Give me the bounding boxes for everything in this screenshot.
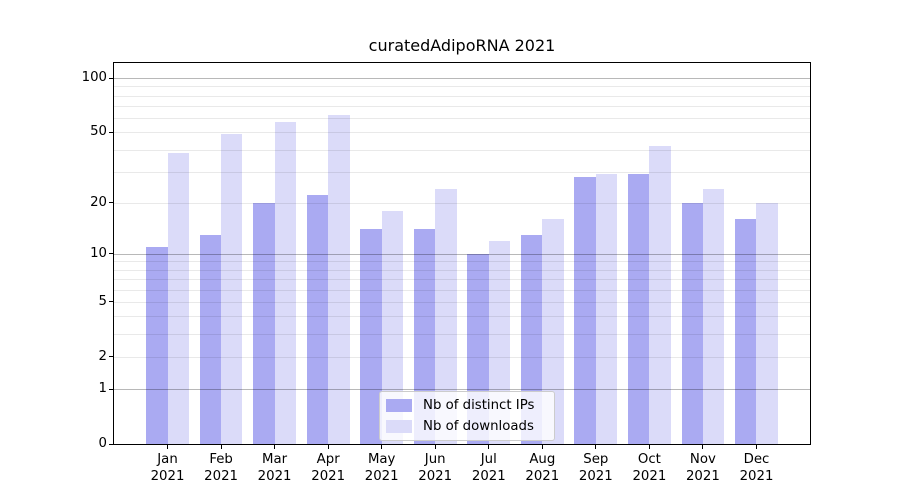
y-tick-mark	[109, 77, 113, 79]
x-tick-label: Feb 2021	[185, 451, 257, 485]
x-tick-year: 2021	[257, 469, 292, 484]
x-tick-label: Jun 2021	[399, 451, 471, 485]
x-tick-month: Jul	[480, 452, 497, 467]
y-tick-label: 2	[98, 348, 107, 364]
y-tick-mark	[109, 443, 113, 445]
x-tick-label: Apr 2021	[292, 451, 364, 485]
x-tick-month: Dec	[743, 452, 770, 467]
legend-label-distinct-ips: Nb of distinct IPs	[423, 398, 535, 413]
x-tick-month: Jun	[424, 452, 446, 467]
x-tick-label: Dec 2021	[721, 451, 793, 485]
bar-downloads-aug	[542, 219, 564, 444]
x-tick-year: 2021	[578, 469, 613, 484]
x-tick-year: 2021	[418, 469, 453, 484]
x-tick-year: 2021	[739, 469, 774, 484]
y-tick-mark	[109, 301, 113, 303]
bar-ips-feb	[199, 234, 222, 444]
bar-downloads-may	[381, 210, 404, 444]
bar-downloads-oct	[649, 145, 671, 444]
bar-ips-dec	[735, 219, 757, 444]
x-tick-month: Apr	[316, 452, 340, 467]
x-tick-year: 2021	[364, 469, 399, 484]
x-tick-mark	[702, 445, 704, 449]
x-tick-mark	[274, 445, 276, 449]
x-tick-label: Jul 2021	[453, 451, 525, 485]
x-tick-mark	[541, 445, 543, 449]
legend-swatch-distinct-ips	[386, 399, 412, 412]
x-tick-mark	[381, 445, 383, 449]
x-tick-label: Aug 2021	[506, 451, 578, 485]
x-tick-month: Aug	[529, 452, 556, 467]
x-tick-label: Oct 2021	[613, 451, 685, 485]
x-tick-label: Mar 2021	[239, 451, 311, 485]
bar-downloads-feb	[221, 133, 243, 444]
bar-ips-oct	[627, 174, 650, 444]
y-tick-label: 1	[98, 381, 107, 396]
x-tick-year: 2021	[471, 469, 506, 484]
legend-swatch-downloads	[386, 420, 412, 433]
bar-downloads-apr	[328, 115, 350, 444]
bar-downloads-nov	[702, 188, 725, 444]
x-tick-year: 2021	[525, 469, 560, 484]
x-tick-mark	[595, 445, 597, 449]
x-tick-mark	[327, 445, 329, 449]
legend-entry-distinct-ips: Nb of distinct IPs	[386, 396, 548, 415]
x-tick-mark	[220, 445, 222, 449]
y-tick-mark	[109, 356, 113, 358]
bar-ips-nov	[681, 202, 703, 444]
legend: Nb of distinct IPs Nb of downloads	[379, 391, 555, 441]
x-tick-mark	[167, 445, 168, 449]
y-tick-label: 50	[90, 124, 107, 140]
legend-entry-downloads: Nb of downloads	[386, 417, 548, 436]
x-tick-mark	[756, 445, 757, 449]
y-tick-mark	[109, 388, 113, 390]
bar-ips-jun	[413, 229, 436, 444]
bar-ips-jan	[146, 246, 168, 444]
bar-downloads-mar	[274, 122, 296, 444]
x-tick-month: Sep	[583, 452, 609, 467]
x-tick-label: Sep 2021	[560, 451, 632, 485]
x-tick-month: Feb	[209, 452, 233, 467]
legend-label-downloads: Nb of downloads	[423, 419, 534, 434]
chart-title: curatedAdipoRNA 2021	[368, 36, 556, 55]
y-tick-label: 10	[90, 245, 107, 261]
x-tick-month: Mar	[262, 452, 288, 467]
x-tick-mark	[434, 445, 436, 449]
x-tick-month: Oct	[637, 452, 661, 467]
bar-ips-sep	[574, 176, 596, 444]
plot-area: Nb of distinct IPs Nb of downloads	[109, 62, 811, 449]
x-tick-mark	[648, 445, 650, 449]
bar-ips-mar	[253, 202, 275, 444]
bar-ips-may	[360, 229, 382, 444]
y-tick-mark	[109, 202, 113, 204]
x-tick-month: May	[367, 452, 396, 467]
x-tick-label: Nov 2021	[667, 451, 739, 485]
x-tick-year: 2021	[685, 469, 720, 484]
x-tick-year: 2021	[632, 469, 667, 484]
y-tick-label: 20	[90, 194, 107, 210]
y-tick-label: 5	[98, 293, 107, 309]
x-tick-month: Jan	[157, 452, 178, 467]
x-tick-year: 2021	[150, 469, 185, 484]
x-tick-label: May 2021	[346, 451, 418, 485]
y-tick-mark	[109, 253, 113, 255]
bars-layer	[114, 63, 810, 444]
x-tick-label: Jan 2021	[132, 451, 204, 485]
bar-ips-apr	[306, 195, 329, 444]
bar-downloads-jan	[167, 153, 189, 444]
bar-downloads-sep	[595, 174, 618, 444]
x-tick-year: 2021	[311, 469, 346, 484]
bar-downloads-jun	[435, 188, 457, 444]
bar-downloads-dec	[756, 202, 778, 444]
x-tick-year: 2021	[204, 469, 239, 484]
y-tick-mark	[109, 131, 113, 133]
y-tick-label: 100	[81, 70, 107, 85]
y-tick-label: 0	[98, 436, 107, 451]
x-tick-month: Nov	[689, 452, 716, 467]
x-tick-mark	[488, 445, 490, 449]
